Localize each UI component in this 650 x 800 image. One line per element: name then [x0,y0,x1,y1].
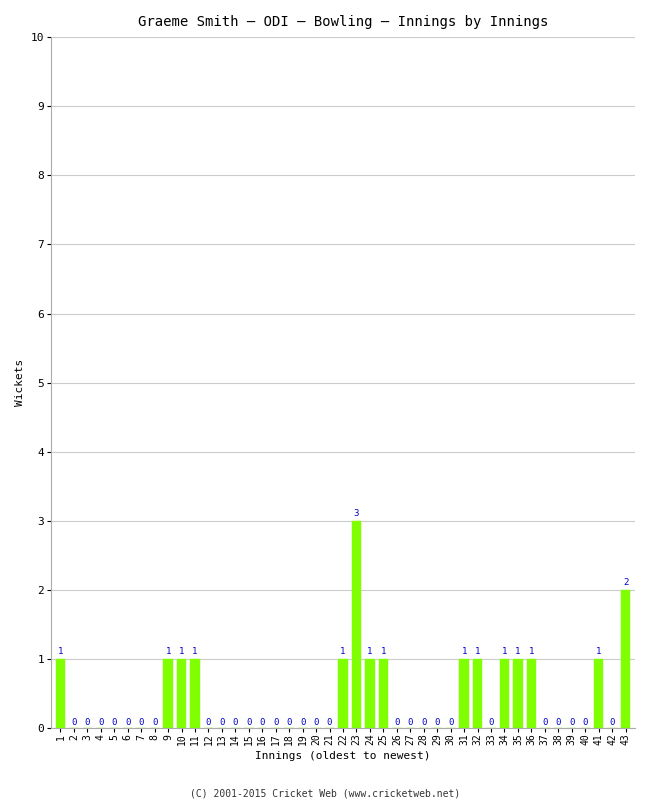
Text: 0: 0 [448,718,453,727]
Text: 0: 0 [582,718,588,727]
Text: 0: 0 [556,718,561,727]
Text: 1: 1 [192,647,198,656]
Text: 1: 1 [502,647,507,656]
Title: Graeme Smith – ODI – Bowling – Innings by Innings: Graeme Smith – ODI – Bowling – Innings b… [138,15,548,29]
Text: 1: 1 [381,647,386,656]
Text: 0: 0 [610,718,615,727]
Text: 1: 1 [475,647,480,656]
Text: 1: 1 [165,647,171,656]
Text: 0: 0 [434,718,440,727]
Text: 0: 0 [98,718,103,727]
Bar [460,659,469,728]
Text: 0: 0 [327,718,332,727]
Text: 1: 1 [462,647,467,656]
Bar [379,659,388,728]
Bar [56,659,65,728]
Text: 1: 1 [596,647,601,656]
Text: (C) 2001-2015 Cricket Web (www.cricketweb.net): (C) 2001-2015 Cricket Web (www.cricketwe… [190,788,460,798]
Text: 0: 0 [488,718,494,727]
X-axis label: Innings (oldest to newest): Innings (oldest to newest) [255,751,431,761]
Bar [190,659,200,728]
Bar [352,521,361,728]
Bar [365,659,374,728]
Bar [163,659,173,728]
Bar [594,659,603,728]
Bar [526,659,536,728]
Bar [473,659,482,728]
Text: 0: 0 [138,718,144,727]
Text: 0: 0 [84,718,90,727]
Text: 2: 2 [623,578,629,587]
Text: 0: 0 [300,718,306,727]
Text: 0: 0 [206,718,211,727]
Text: 0: 0 [259,718,265,727]
Text: 1: 1 [367,647,372,656]
Text: 1: 1 [528,647,534,656]
Bar [338,659,348,728]
Bar [177,659,187,728]
Text: 1: 1 [515,647,521,656]
Text: 0: 0 [273,718,278,727]
Text: 3: 3 [354,509,359,518]
Text: 0: 0 [219,718,225,727]
Text: 0: 0 [112,718,117,727]
Bar [500,659,509,728]
Text: 0: 0 [421,718,426,727]
Text: 0: 0 [542,718,547,727]
Bar [514,659,523,728]
Text: 0: 0 [152,718,157,727]
Text: 0: 0 [233,718,238,727]
Text: 0: 0 [394,718,400,727]
Text: 0: 0 [72,718,77,727]
Text: 0: 0 [408,718,413,727]
Text: 1: 1 [58,647,63,656]
Text: 0: 0 [313,718,318,727]
Bar [621,590,630,728]
Text: 0: 0 [125,718,131,727]
Text: 0: 0 [287,718,292,727]
Text: 0: 0 [246,718,252,727]
Y-axis label: Wickets: Wickets [15,359,25,406]
Text: 1: 1 [179,647,184,656]
Text: 0: 0 [569,718,575,727]
Text: 1: 1 [341,647,346,656]
